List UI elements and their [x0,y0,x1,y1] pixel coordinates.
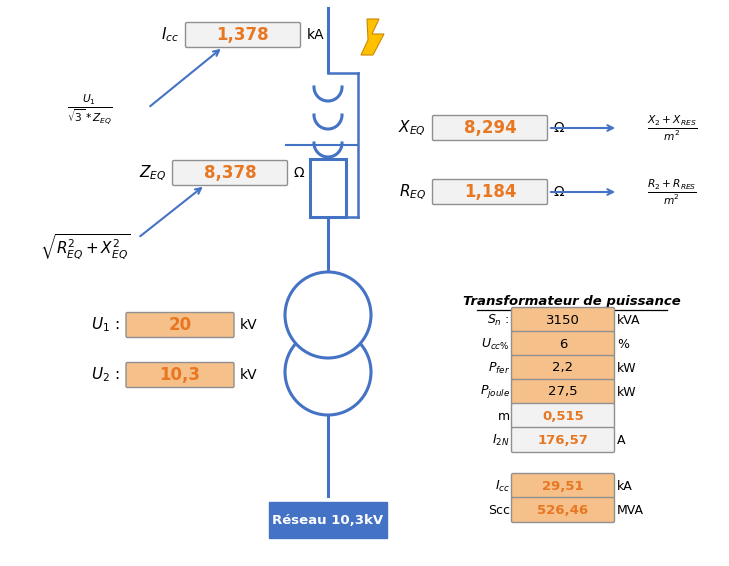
Text: Ω: Ω [554,121,565,135]
Text: kV: kV [240,318,257,332]
FancyBboxPatch shape [185,23,300,48]
Text: 6: 6 [559,337,567,350]
FancyBboxPatch shape [126,362,234,388]
Text: MVA: MVA [617,504,644,517]
Polygon shape [361,19,384,55]
Text: $S_n$ :: $S_n$ : [488,312,510,328]
Text: $P_{joule}$: $P_{joule}$ [480,384,510,401]
Text: 526,46: 526,46 [537,504,588,517]
Text: $I_{2N}$: $I_{2N}$ [492,432,510,448]
FancyBboxPatch shape [269,502,387,538]
Text: kW: kW [617,385,636,398]
Text: 2,2: 2,2 [553,362,574,375]
Text: $\sqrt{R_{EQ}^2 + X_{EQ}^2}$: $\sqrt{R_{EQ}^2 + X_{EQ}^2}$ [39,232,130,262]
Text: $U_1$ :: $U_1$ : [91,316,120,335]
Text: 27,5: 27,5 [548,385,578,398]
Text: kV: kV [240,368,257,382]
Text: A: A [617,434,625,447]
Text: $X_{EQ}$: $X_{EQ}$ [398,118,426,138]
Text: Ω: Ω [554,185,565,199]
Text: $P_{fer}$: $P_{fer}$ [488,361,510,376]
Text: 10,3: 10,3 [160,366,200,384]
FancyBboxPatch shape [126,312,234,337]
Circle shape [285,272,371,358]
Text: Scc: Scc [488,504,510,517]
Text: $U_{cc\%}$: $U_{cc\%}$ [481,336,510,351]
FancyBboxPatch shape [173,161,287,186]
Text: Transformateur de puissance: Transformateur de puissance [463,295,681,308]
FancyBboxPatch shape [512,379,615,405]
Text: 8,378: 8,378 [203,164,257,182]
Text: 8,294: 8,294 [464,119,516,137]
Text: m: m [498,409,510,422]
Text: kW: kW [617,362,636,375]
Text: 3150: 3150 [546,314,580,327]
Text: 1,378: 1,378 [217,26,269,44]
Text: %: % [617,337,629,350]
Text: $Z_{EQ}$: $Z_{EQ}$ [139,164,166,183]
Text: 176,57: 176,57 [537,434,588,447]
Text: $I_{cc}$: $I_{cc}$ [495,478,510,494]
Text: 0,515: 0,515 [542,409,584,422]
Text: $I_{cc}$: $I_{cc}$ [161,25,179,44]
FancyBboxPatch shape [512,404,615,428]
Text: $\frac{R_2 + R_{RES}}{m^2}$: $\frac{R_2 + R_{RES}}{m^2}$ [647,177,697,207]
FancyBboxPatch shape [512,474,615,499]
Text: kVA: kVA [617,314,641,327]
Text: 29,51: 29,51 [542,479,584,492]
Circle shape [285,329,371,415]
Text: 20: 20 [168,316,192,334]
FancyBboxPatch shape [512,498,615,522]
Text: $\frac{X_2 + X_{RES}}{m^2}$: $\frac{X_2 + X_{RES}}{m^2}$ [647,113,697,143]
Text: $\frac{U_1}{\sqrt{3} * Z_{EQ}}$: $\frac{U_1}{\sqrt{3} * Z_{EQ}}$ [67,93,113,127]
FancyBboxPatch shape [512,332,615,357]
FancyBboxPatch shape [512,307,615,332]
Text: 1,184: 1,184 [464,183,516,201]
Text: kA: kA [307,28,324,42]
Bar [310,159,346,217]
Text: $U_2$ :: $U_2$ : [91,366,120,384]
Text: Ω: Ω [294,166,305,180]
Text: kA: kA [617,479,633,492]
FancyBboxPatch shape [512,355,615,380]
Text: $R_{EQ}$: $R_{EQ}$ [399,182,426,201]
FancyBboxPatch shape [432,179,547,204]
FancyBboxPatch shape [432,115,547,140]
FancyBboxPatch shape [512,427,615,452]
Text: Réseau 10,3kV: Réseau 10,3kV [273,513,383,526]
